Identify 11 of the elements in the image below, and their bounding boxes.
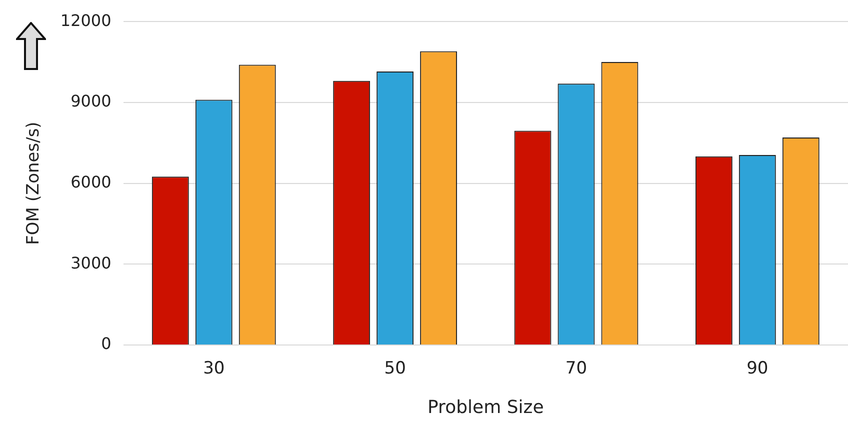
x-tick-label: 90 (746, 358, 768, 379)
y-axis-title: FOM (Zones/s) (24, 122, 44, 245)
y-tick-label: 0 (101, 334, 112, 354)
y-tick-label: 3000 (70, 253, 112, 272)
y-tick-label: 6000 (70, 172, 112, 192)
y-tick-label: 9000 (70, 92, 112, 111)
x-tick-label: 70 (565, 358, 588, 379)
y-tick-label: 12000 (60, 10, 112, 30)
x-tick-label: 50 (384, 358, 406, 379)
x-axis-title: Problem Size (428, 396, 544, 418)
x-tick-label: 30 (203, 358, 225, 379)
